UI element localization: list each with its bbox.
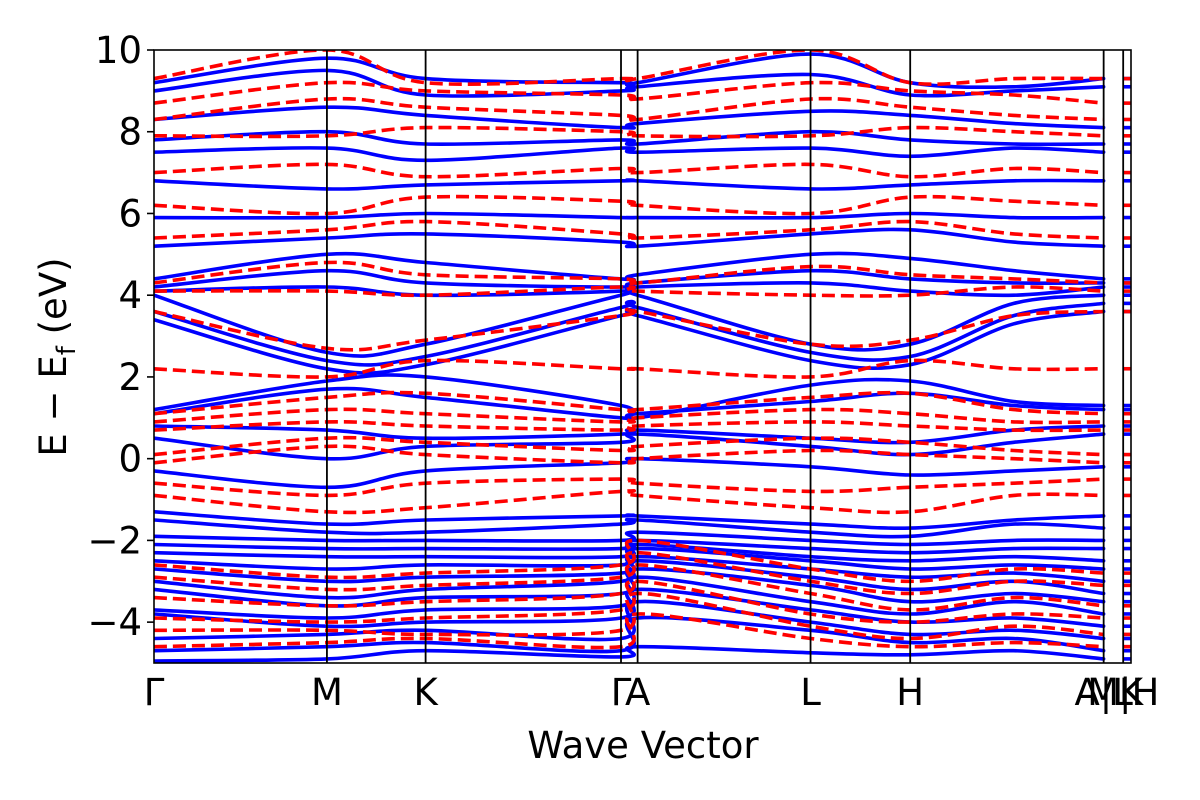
high-symmetry-lines [326, 50, 1125, 663]
dashed-band-line [154, 390, 1104, 416]
dashed-bands-group [154, 50, 1131, 650]
y-axis-label: E − Ef (eV) [32, 257, 82, 456]
dashed-band-line [154, 579, 1104, 624]
y-axis-ticks: 10 8 6 4 2 0 −2 −4 [87, 29, 154, 644]
y-tick-label: 4 [118, 274, 142, 317]
dashed-band-line [154, 50, 1104, 86]
y-axis-label-unit: (eV) [32, 257, 75, 346]
dashed-band-line [154, 538, 1104, 584]
dashed-band-line [154, 444, 1104, 465]
dashed-band-line [154, 477, 1104, 498]
y-tick-label: 10 [95, 29, 142, 72]
y-tick-label: 0 [118, 438, 142, 481]
solid-band-line [154, 105, 1106, 130]
solid-band-line [154, 373, 1106, 421]
x-tick-label: M|H [1087, 671, 1159, 714]
y-axis-label-main: E − E [32, 355, 75, 456]
dashed-band-line [154, 358, 1104, 379]
solid-bands-group [154, 52, 1131, 663]
solid-band-line [154, 510, 1106, 531]
dashed-band-line [154, 435, 1104, 457]
y-tick-label: 2 [118, 356, 142, 399]
dashed-band-line [154, 307, 1104, 352]
dashed-band-line [154, 550, 1104, 596]
plot-frame [153, 49, 1132, 664]
y-tick-label: 8 [118, 111, 142, 154]
dashed-band-line [154, 194, 1104, 216]
x-axis-label: Wave Vector [527, 724, 759, 767]
solid-band-line [154, 530, 1106, 547]
dashed-band-line [154, 488, 1104, 515]
dashed-band-line [154, 591, 1104, 641]
x-tick-label: K [1119, 671, 1145, 714]
dashed-band-line [154, 420, 1104, 433]
y-tick-label: −4 [87, 601, 142, 644]
x-tick-label: A [625, 671, 650, 714]
dashed-band-line [154, 219, 1104, 240]
dashed-band-line [154, 563, 1104, 612]
dashed-band-line [154, 407, 1104, 425]
dashed-band-line [154, 80, 1104, 105]
dashed-band-line [154, 96, 1104, 123]
y-tick-label: −2 [87, 519, 142, 562]
solid-band-line [154, 129, 1106, 147]
solid-band-line [154, 178, 1106, 191]
solid-band-line [154, 211, 1106, 220]
solid-band-line [154, 227, 1106, 249]
dashed-band-line [154, 260, 1104, 286]
x-tick-label: K [413, 671, 439, 714]
x-tick-label: M [311, 671, 343, 714]
x-tick-label: Γ [144, 671, 165, 714]
x-tick-label: Γ [611, 671, 632, 714]
solid-band-line [154, 251, 1106, 282]
solid-band-line [154, 146, 1106, 163]
dashed-band-line [154, 162, 1104, 179]
y-axis-label-subscript: f [52, 345, 82, 355]
x-tick-label: A|L [1074, 671, 1133, 714]
solid-band-line [154, 517, 1106, 539]
solid-band-line [154, 52, 1106, 90]
dashed-band-line [154, 612, 1104, 650]
dashed-band-line [154, 125, 1104, 139]
x-axis-ticks: Γ M K ΓA L H A|LM|HK [144, 671, 1160, 714]
dashed-band-line [154, 285, 1104, 298]
y-tick-label: 6 [118, 192, 142, 235]
x-tick-label: L [800, 671, 821, 714]
x-tick-label: H [896, 671, 924, 714]
solid-band-line [154, 299, 1106, 367]
